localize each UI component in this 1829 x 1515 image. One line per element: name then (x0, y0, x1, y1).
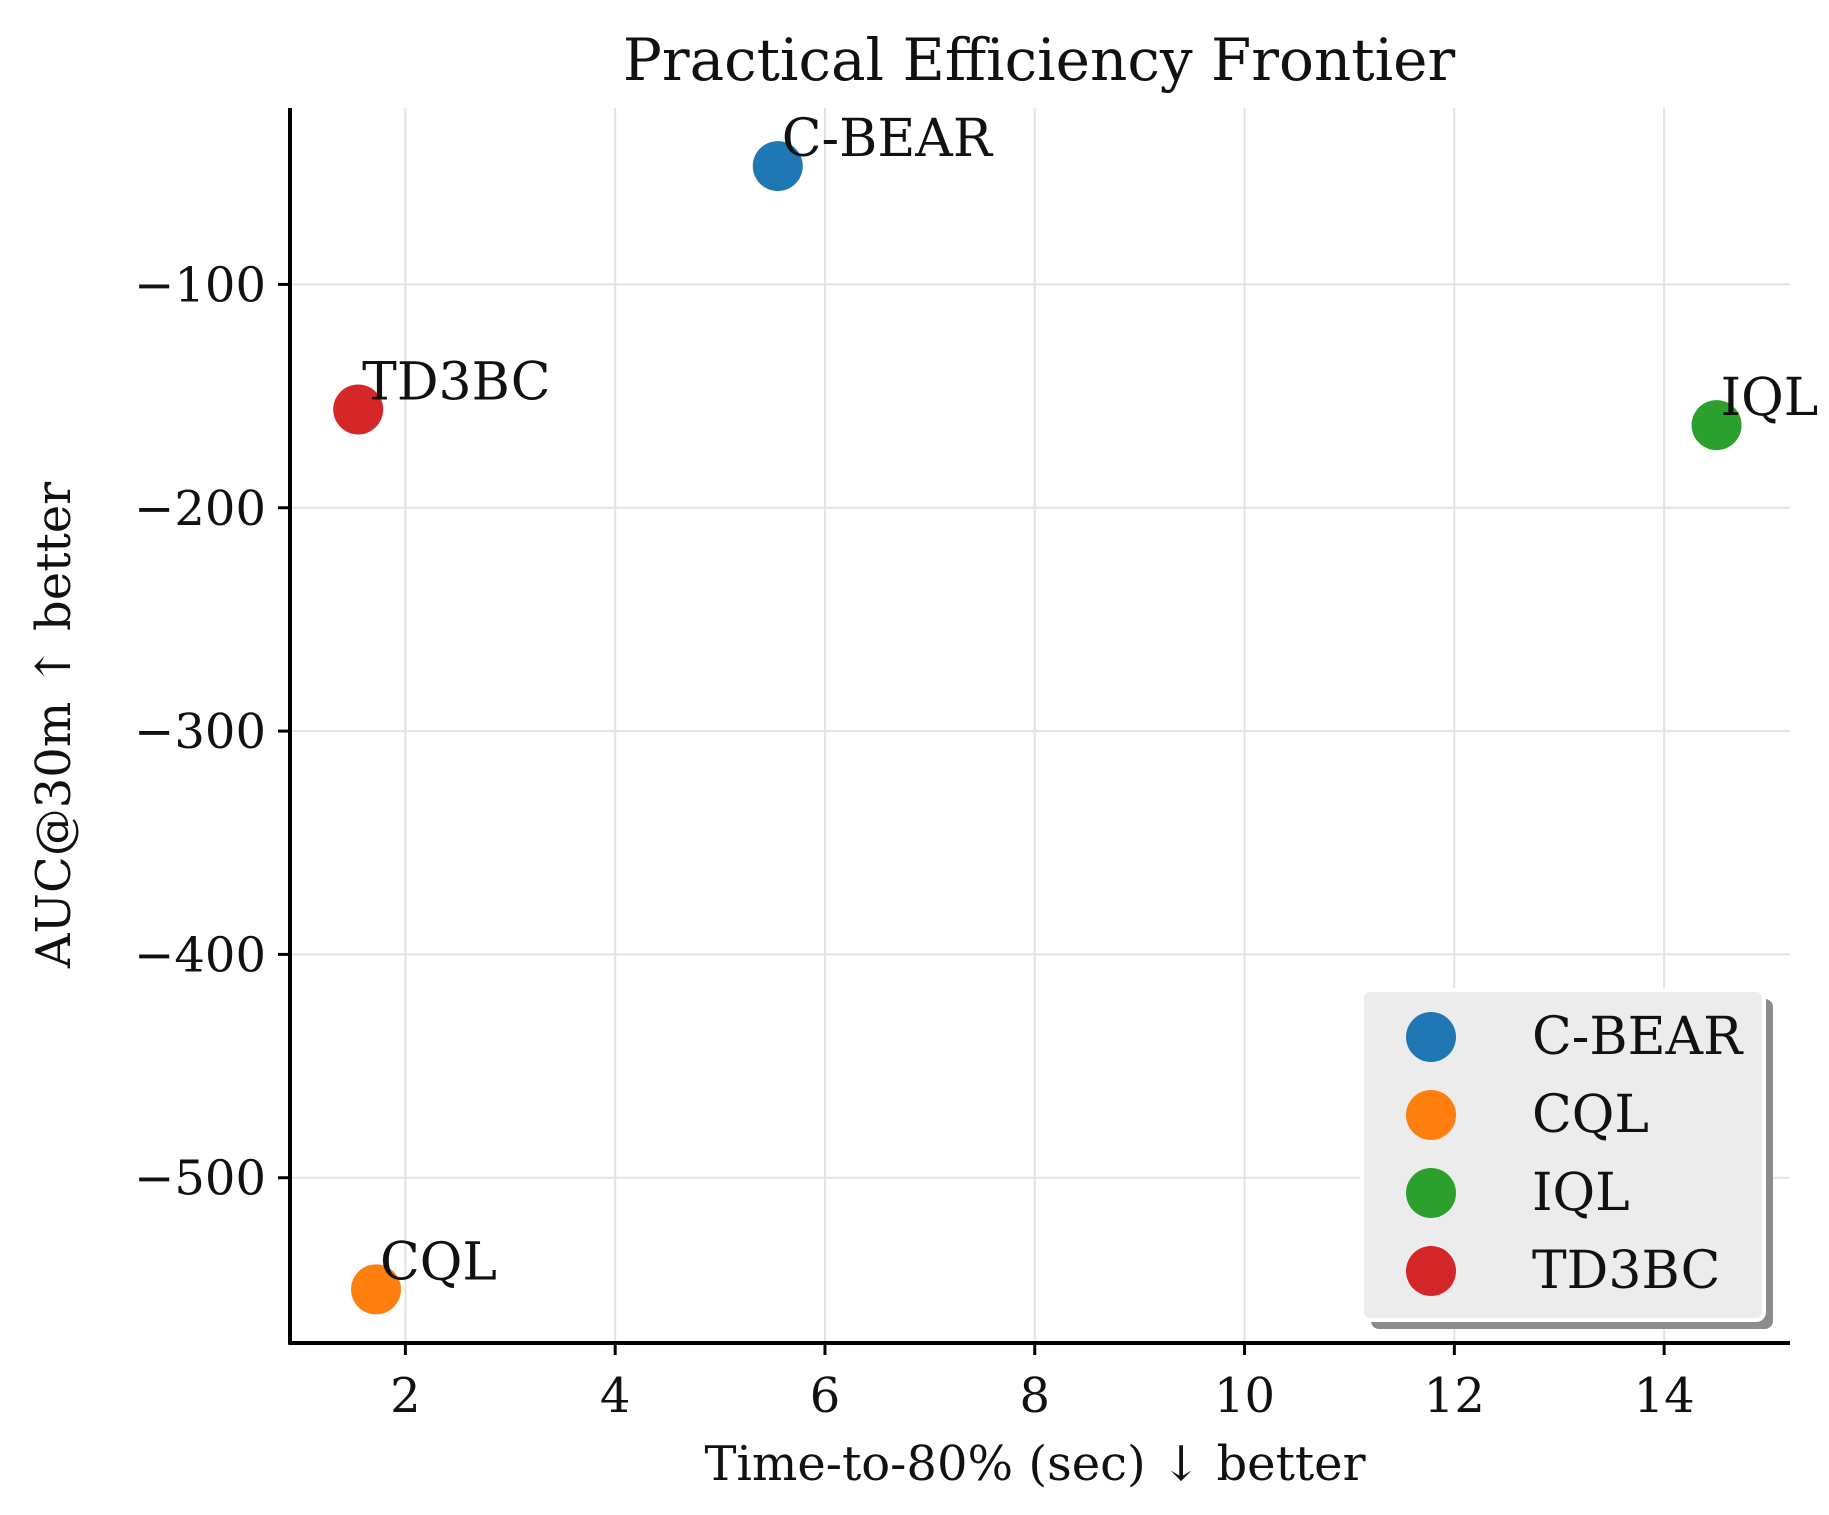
x-tick-label: 6 (810, 1368, 841, 1424)
chart-title: Practical Efficiency Frontier (623, 26, 1456, 94)
legend-marker-iql (1406, 1168, 1456, 1218)
legend-box (1360, 988, 1766, 1322)
y-tick-label: −300 (134, 704, 266, 760)
axes (288, 108, 1790, 1345)
data-point-td3bc (333, 384, 384, 435)
point-label-cql: CQL (380, 1232, 497, 1292)
legend-marker-c-bear (1406, 1012, 1456, 1062)
ticks: 2 4 6 8 10 12 14 −100 −200 −300 −400 −500 (134, 257, 1695, 1424)
x-tick-label: 4 (600, 1368, 631, 1424)
data-point-c-bear (752, 141, 803, 192)
x-tick-label: 2 (390, 1368, 421, 1424)
data-point-cql (351, 1264, 402, 1315)
y-tick-label: −500 (134, 1151, 266, 1207)
x-tick-label: 10 (1214, 1368, 1275, 1424)
legend-label-iql: IQL (1532, 1163, 1630, 1223)
y-axis-label: AUC@30m ↑ better (26, 482, 82, 969)
point-label-td3bc: TD3BC (362, 352, 550, 412)
y-tick-label: −400 (134, 927, 266, 983)
legend-label-c-bear: C-BEAR (1532, 1007, 1744, 1067)
point-labels: C-BEAR CQL IQL TD3BC (362, 109, 1818, 1292)
point-label-iql: IQL (1721, 368, 1819, 428)
data-point-iql (1691, 400, 1742, 451)
x-tick-label: 8 (1019, 1368, 1050, 1424)
x-tick-label: 12 (1424, 1368, 1485, 1424)
y-tick-label: −200 (134, 481, 266, 537)
legend-label-cql: CQL (1532, 1085, 1649, 1145)
data-points (333, 141, 1742, 1315)
point-label-c-bear: C-BEAR (782, 109, 994, 169)
y-tick-label: −100 (134, 257, 266, 313)
x-axis-label: Time-to-80% (sec) ↓ better (704, 1436, 1365, 1492)
x-tick-label: 14 (1634, 1368, 1695, 1424)
legend: C-BEAR CQL IQL TD3BC (1360, 988, 1773, 1329)
grid (290, 108, 1790, 1343)
legend-marker-cql (1406, 1090, 1456, 1140)
legend-marker-td3bc (1406, 1246, 1456, 1296)
legend-label-td3bc: TD3BC (1532, 1241, 1720, 1301)
